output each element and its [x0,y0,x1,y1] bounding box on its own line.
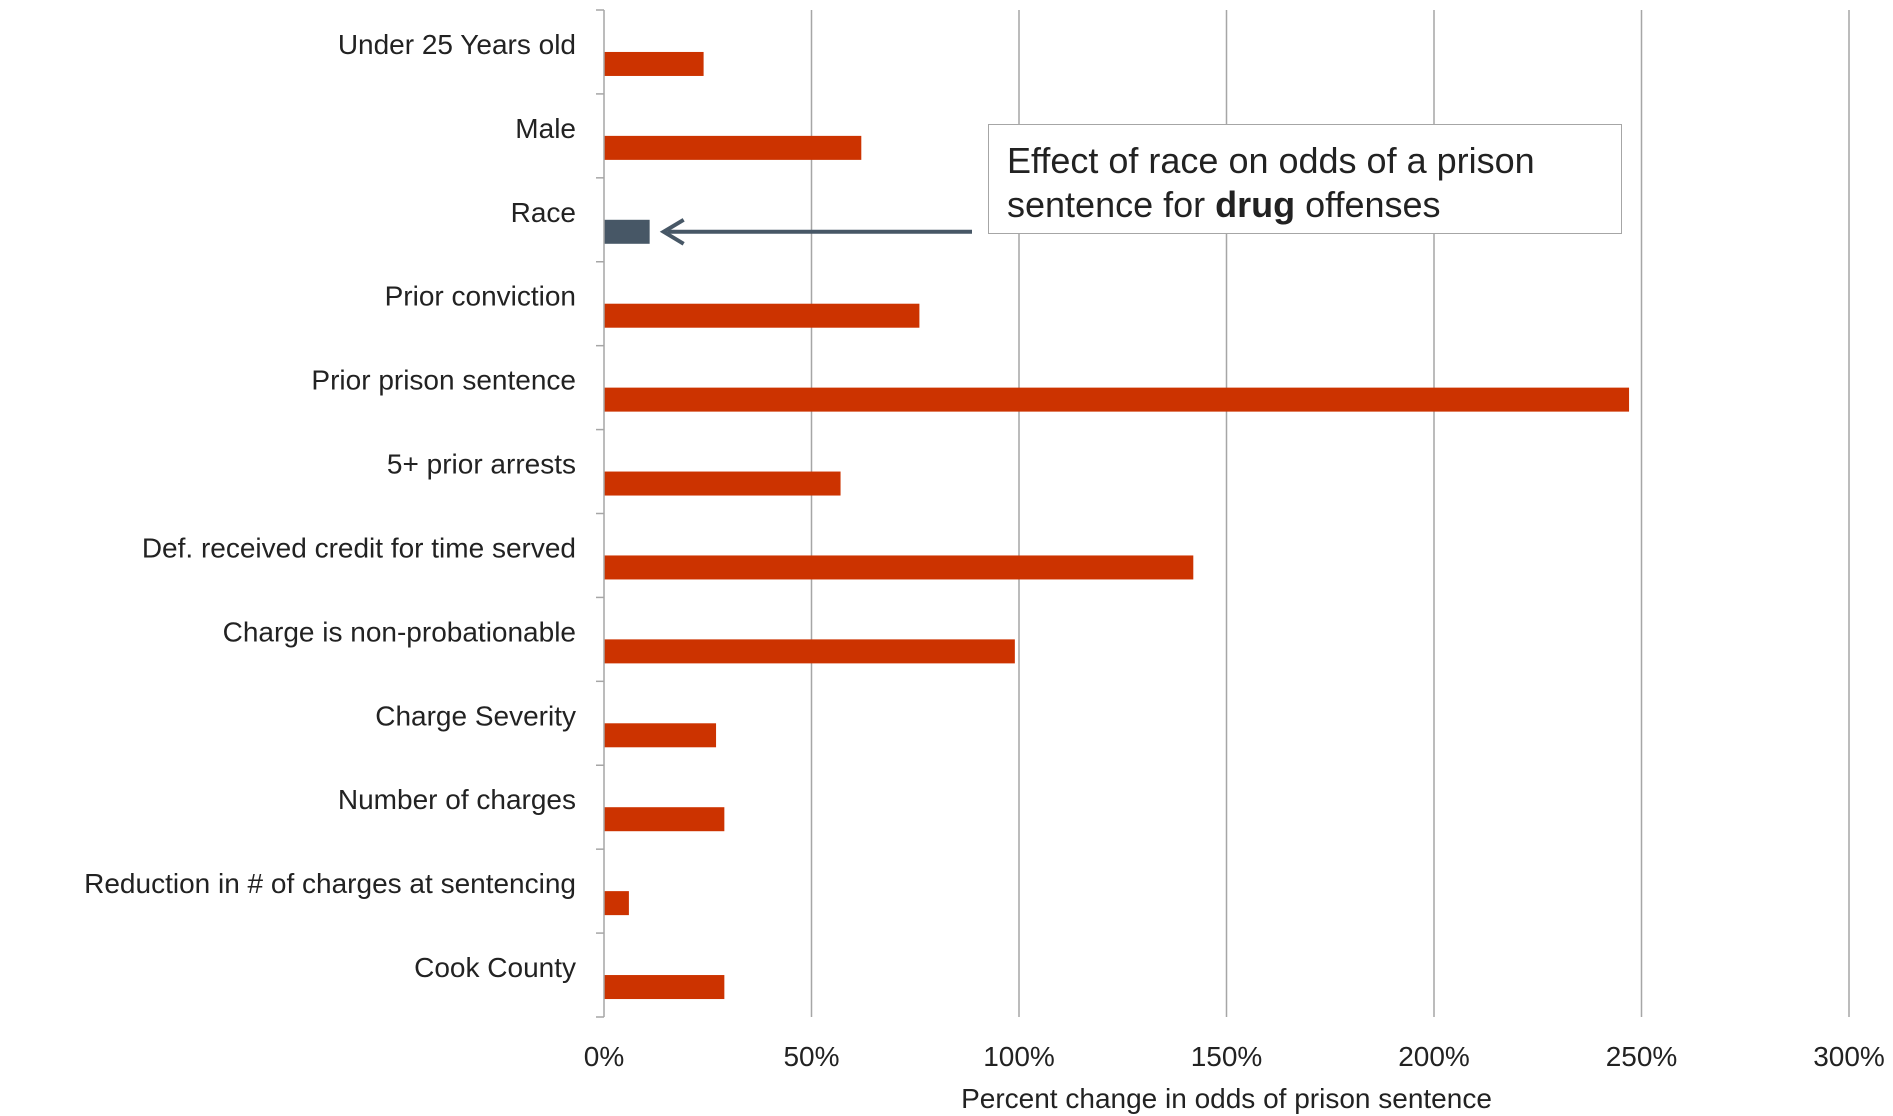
x-tick-label: 200% [1398,1041,1470,1072]
bar-3 [604,303,920,328]
x-axis-title: Percent change in odds of prison sentenc… [961,1083,1492,1114]
bar-0 [604,51,704,76]
category-label: Reduction in # of charges at sentencing [84,868,576,899]
bar-9 [604,807,725,832]
bar-1 [604,135,862,160]
category-label: Charge Severity [375,700,576,731]
annotation-text-pre: Effect of race on odds of a prison sente… [1007,140,1535,225]
bar-7 [604,639,1015,664]
bars [604,51,1630,1000]
y-axis [596,9,605,1018]
x-tick-label: 250% [1606,1041,1678,1072]
x-tick-label: 150% [1191,1041,1263,1072]
arrow-head [659,218,685,246]
x-tick-label: 50% [783,1041,839,1072]
bar-4 [604,387,1630,412]
bar-11 [604,975,725,1000]
category-label: Number of charges [338,784,576,815]
category-labels: Under 25 Years old Male Race Prior convicti… [84,29,576,983]
category-label: Cook County [414,952,576,983]
category-label: Under 25 Years old [338,29,576,60]
x-tick-label: 0% [584,1041,624,1072]
category-label: Prior prison sentence [311,365,576,396]
x-tick-labels: 0% 50% 100% 150% 200% 250% 300% [584,1041,1885,1072]
category-label: Race [511,197,576,228]
bar-8 [604,723,717,748]
x-tick-label: 300% [1813,1041,1885,1072]
annotation-text-bold: drug [1215,184,1296,225]
category-label: Def. received credit for time served [142,532,576,563]
category-label: 5+ prior arrests [387,449,576,480]
bar-2 [604,219,650,244]
bar-6 [604,555,1194,580]
x-tick-label: 100% [983,1041,1055,1072]
category-label: Prior conviction [385,281,576,312]
category-label: Charge is non-probationable [223,616,576,647]
bar-10 [604,891,629,916]
annotation-arrow [659,218,972,246]
annotation-text-post: offenses [1295,184,1441,225]
annotation-callout: Effect of race on odds of a prison sente… [988,124,1622,234]
bar-5 [604,471,841,496]
category-label: Male [515,113,576,144]
